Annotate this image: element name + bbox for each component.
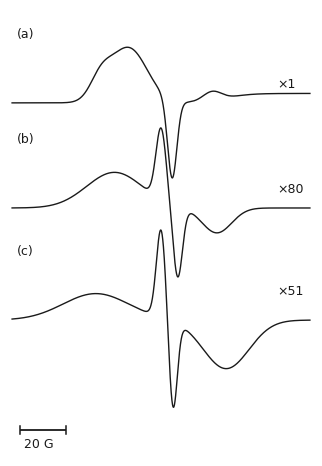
Text: 20 G: 20 G bbox=[24, 438, 54, 451]
Text: (c): (c) bbox=[17, 245, 33, 258]
Text: (a): (a) bbox=[17, 28, 34, 41]
Text: (b): (b) bbox=[17, 133, 34, 146]
Text: ×80: ×80 bbox=[277, 183, 304, 196]
Text: ×1: ×1 bbox=[277, 78, 296, 91]
Text: ×51: ×51 bbox=[277, 285, 304, 298]
